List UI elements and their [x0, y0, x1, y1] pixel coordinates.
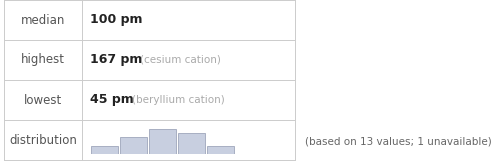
Text: 45 pm: 45 pm: [90, 93, 133, 106]
Bar: [207, 145, 233, 154]
Bar: [178, 133, 204, 154]
Text: distribution: distribution: [9, 133, 77, 146]
Text: (based on 13 values; 1 unavailable): (based on 13 values; 1 unavailable): [305, 137, 491, 147]
Text: (cesium cation): (cesium cation): [140, 55, 220, 65]
Text: median: median: [21, 13, 65, 27]
Text: (beryllium cation): (beryllium cation): [132, 95, 224, 105]
Bar: [149, 128, 175, 154]
Text: highest: highest: [21, 53, 65, 66]
Bar: [91, 145, 117, 154]
Text: 167 pm: 167 pm: [90, 53, 142, 66]
Text: lowest: lowest: [24, 93, 62, 106]
Text: 100 pm: 100 pm: [90, 13, 142, 27]
Bar: [120, 137, 146, 154]
